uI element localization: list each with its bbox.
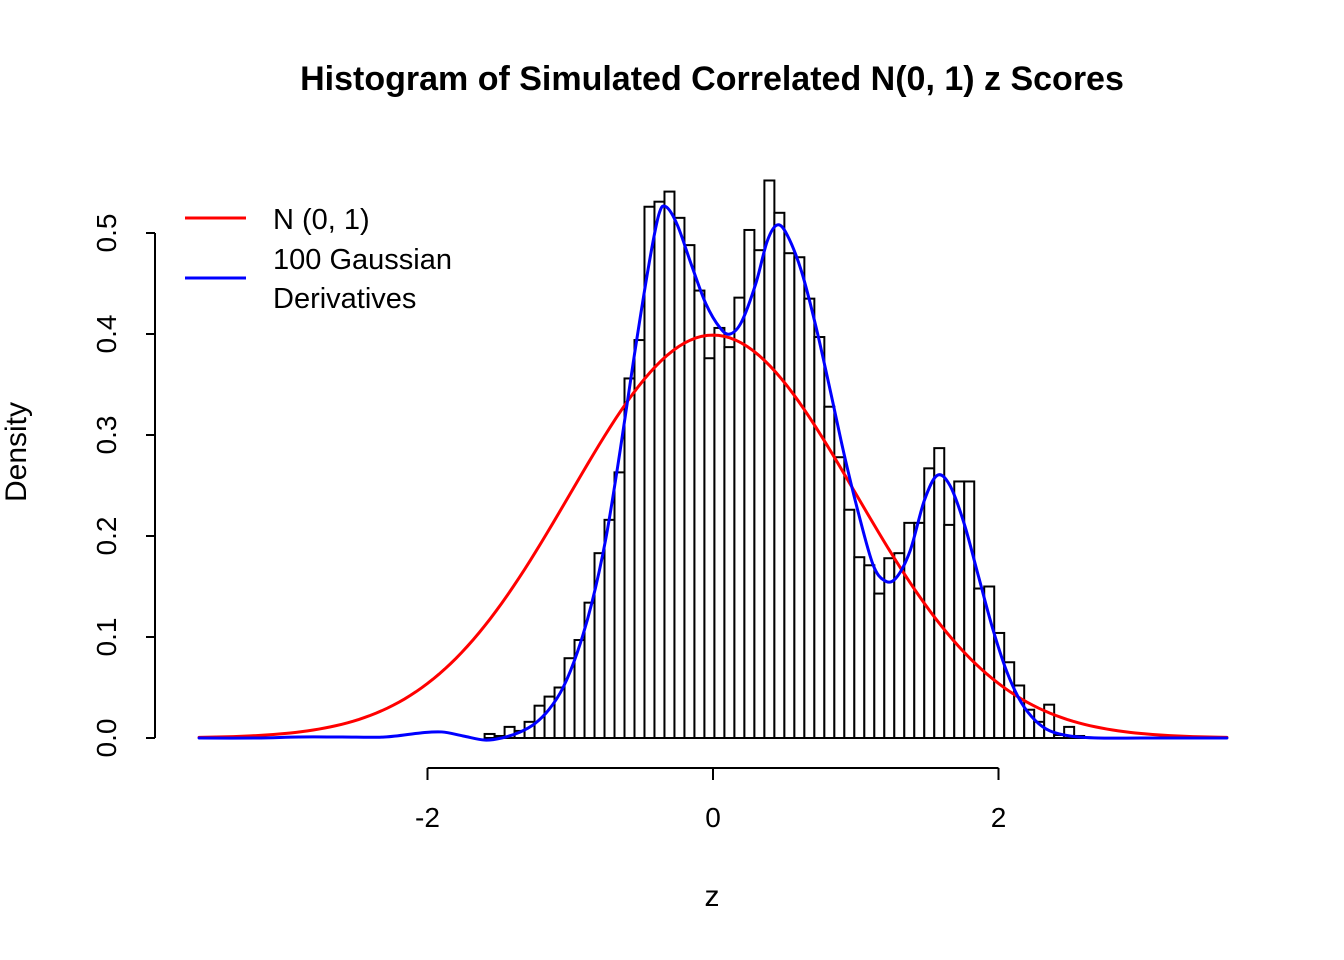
y-tick-label: 0.2 — [91, 517, 122, 556]
x-tick-label: 0 — [705, 802, 721, 833]
histogram-bar — [833, 456, 846, 739]
histogram-bar — [613, 471, 626, 739]
histogram-bar — [693, 289, 706, 739]
histogram-bar — [723, 346, 736, 739]
histogram-bar — [713, 326, 726, 739]
histogram-bar — [863, 564, 876, 739]
histogram-bar — [653, 200, 666, 739]
histogram-bar — [1003, 661, 1016, 739]
y-tick-label: 0.1 — [91, 618, 122, 657]
chart-title: Histogram of Simulated Correlated N(0, 1… — [300, 60, 1124, 98]
histogram-bar — [703, 357, 716, 739]
histogram-bar — [623, 377, 636, 739]
y-axis: 0.0 0.1 0.2 0.3 0.4 0.5 — [91, 214, 156, 758]
y-tick-label: 0.0 — [91, 719, 122, 758]
histogram-bar — [773, 211, 786, 740]
histogram-bar — [913, 521, 926, 739]
y-tick-label: 0.3 — [91, 416, 122, 455]
x-axis-title: z — [705, 880, 720, 913]
histogram-bar — [663, 190, 676, 739]
histogram-bar — [633, 339, 646, 739]
histogram-bar — [1043, 703, 1056, 739]
x-tick-label: -2 — [415, 802, 440, 833]
histogram-bar — [733, 296, 746, 739]
y-tick-label: 0.4 — [91, 315, 122, 354]
x-tick-label: 2 — [991, 802, 1007, 833]
histogram-bar — [783, 252, 796, 739]
y-tick-label: 0.5 — [91, 214, 122, 253]
fitted-density-curve — [197, 204, 1229, 742]
histogram-bar — [853, 556, 866, 740]
histogram-bar — [813, 336, 826, 739]
legend-label-fitted-line2: Derivatives — [273, 283, 416, 315]
histogram-bar — [763, 179, 776, 740]
legend-label-fitted-line1: 100 Gaussian — [273, 244, 452, 276]
fitted-curve-series — [197, 204, 1229, 742]
histogram-series — [483, 179, 1086, 740]
normal-density-curve — [197, 333, 1229, 739]
histogram-bar — [963, 480, 976, 739]
histogram-bar — [673, 216, 686, 740]
histogram-bar — [603, 518, 616, 740]
histogram-bar — [753, 249, 766, 739]
histogram-bar — [843, 508, 856, 739]
y-axis-title: Density — [0, 402, 33, 502]
legend-label-normal: N (0, 1) — [273, 204, 370, 236]
histogram-bar — [883, 557, 896, 739]
histogram-bar — [933, 447, 946, 739]
histogram-bar — [483, 732, 496, 740]
normal-curve-series — [197, 333, 1229, 739]
histogram-bar — [683, 244, 696, 739]
histogram-bar — [803, 297, 816, 739]
x-axis: -2 0 2 — [415, 767, 1007, 833]
legend: N (0, 1) 100 Gaussian Derivatives — [185, 204, 452, 315]
histogram-bar — [893, 552, 906, 739]
histogram-bar — [873, 592, 886, 739]
legend-swatches — [185, 216, 246, 280]
histogram-bar — [793, 256, 806, 739]
histogram-bar — [1063, 725, 1076, 740]
